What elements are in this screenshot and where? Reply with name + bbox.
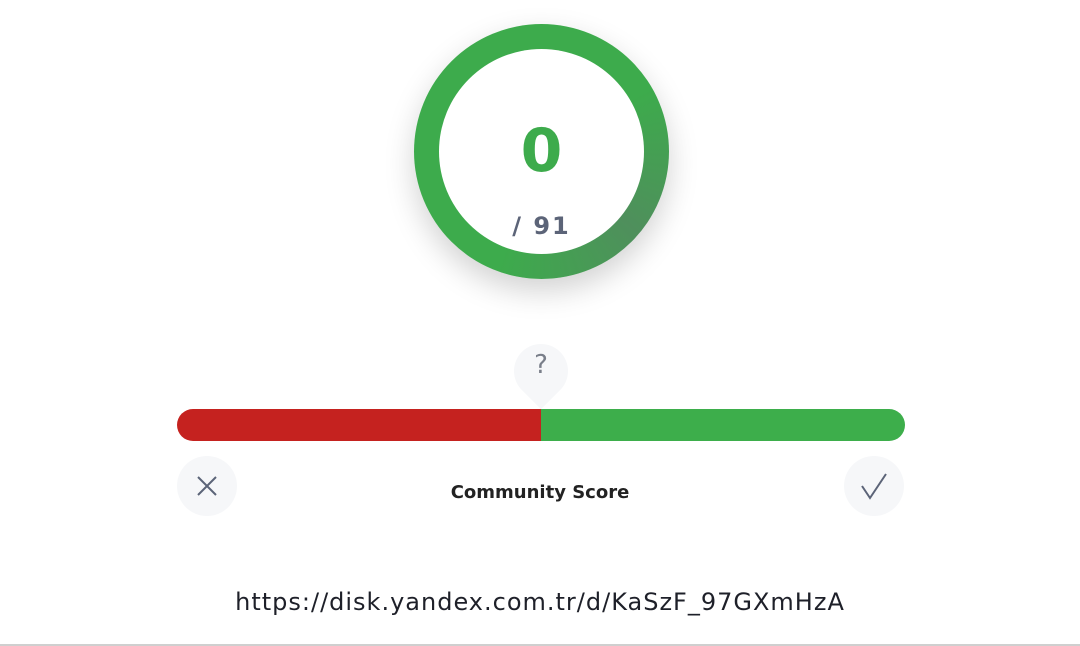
malicious-segment — [177, 409, 541, 441]
detection-score-center: 0 / 91 — [439, 49, 644, 254]
close-icon — [197, 476, 217, 496]
scanned-url: https://disk.yandex.com.tr/d/KaSzF_97GXm… — [235, 588, 845, 616]
divider — [0, 644, 1080, 646]
community-score-label: Community Score — [450, 482, 630, 503]
detection-total: / 91 — [512, 212, 571, 240]
upvote-button[interactable] — [844, 456, 904, 516]
detection-count: 0 — [520, 116, 563, 186]
harmless-segment — [541, 409, 905, 441]
question-icon: ? — [534, 350, 548, 380]
check-icon — [861, 473, 887, 500]
community-score-bar — [177, 409, 905, 441]
downvote-button[interactable] — [177, 456, 237, 516]
detection-score-ring: 0 / 91 — [414, 24, 669, 279]
